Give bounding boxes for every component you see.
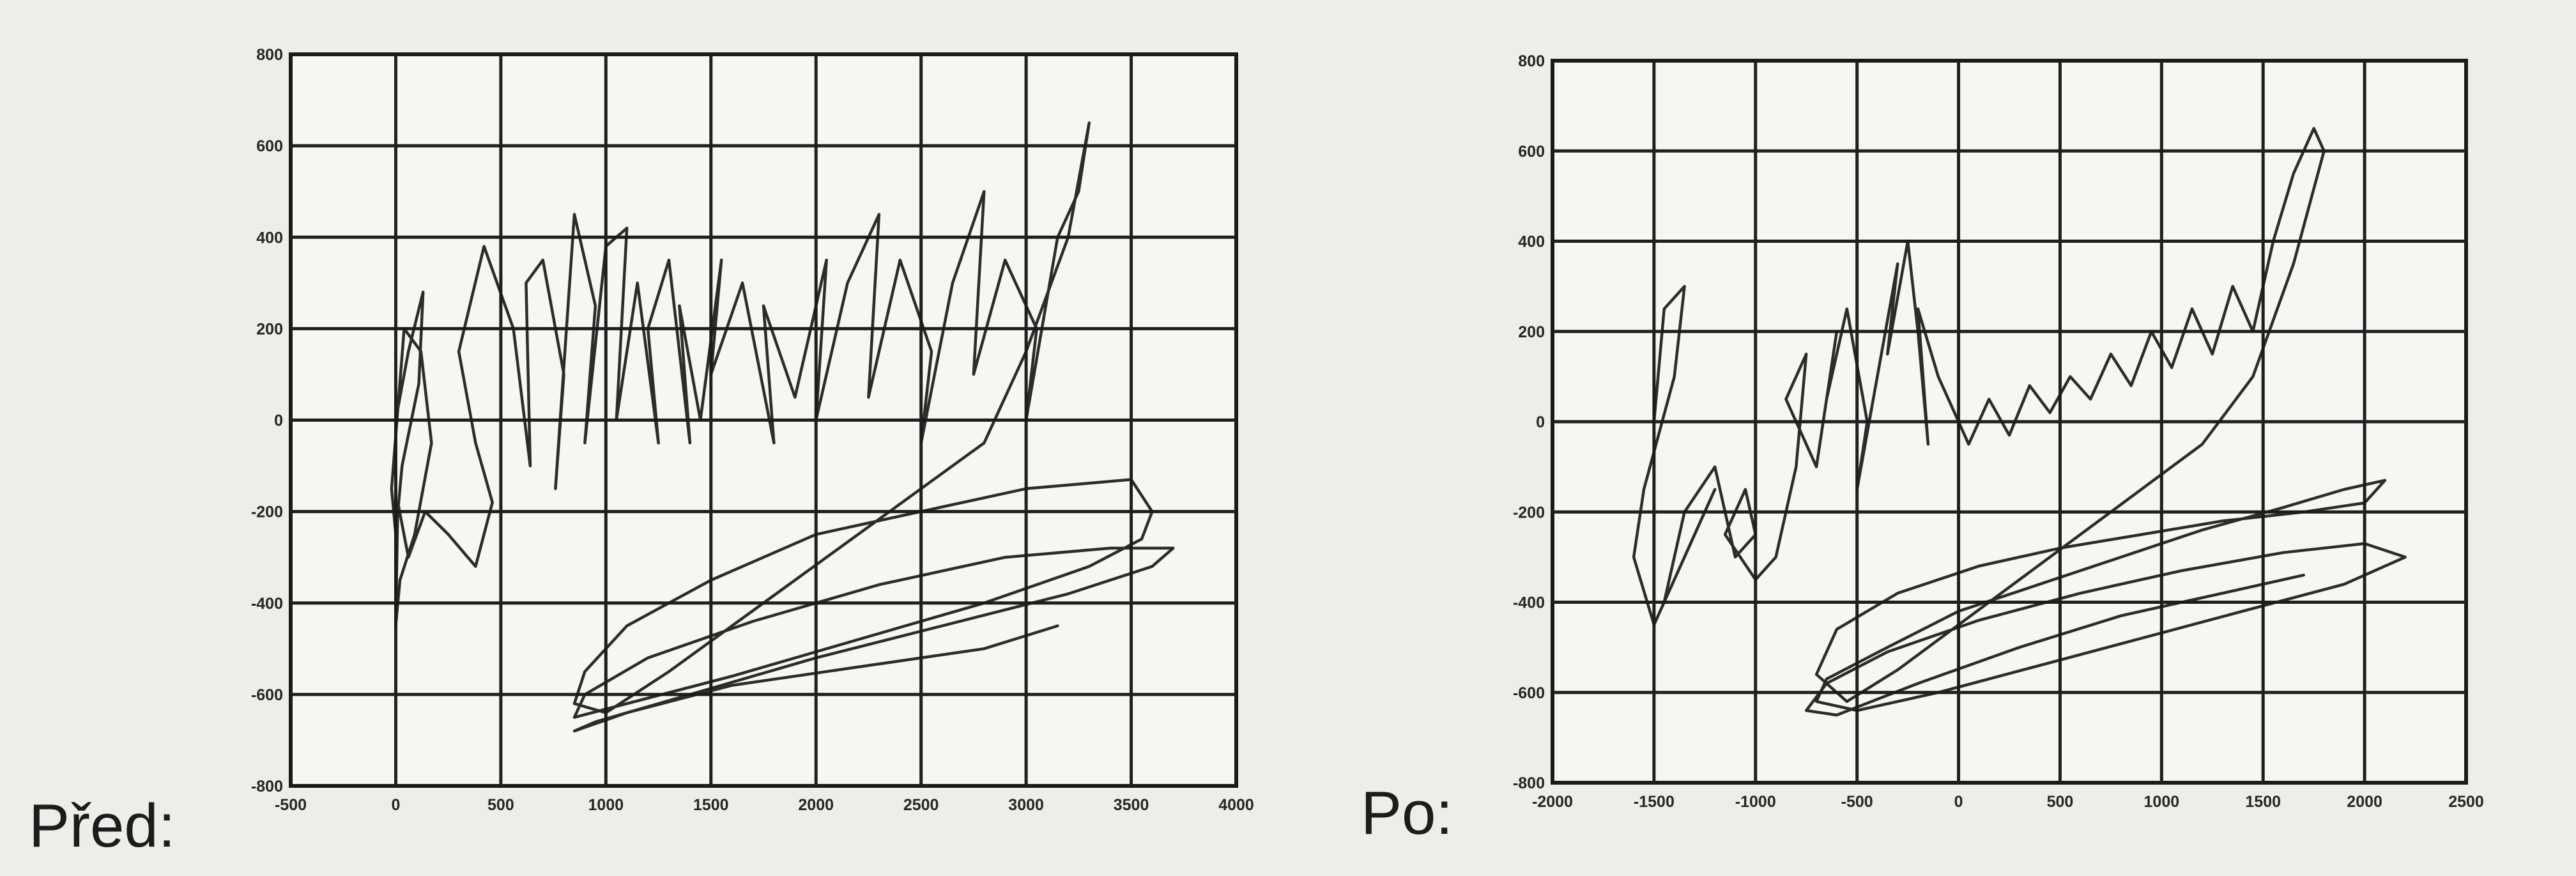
x-tick-label: -1000 (1735, 793, 1776, 811)
y-tick-label: -400 (1513, 594, 1545, 612)
x-tick-label: -2000 (1532, 793, 1573, 811)
trajectory-line (1632, 127, 2407, 717)
y-tick-label: 200 (1518, 323, 1545, 341)
y-tick-label: 600 (1518, 142, 1545, 160)
y-tick-label: -600 (251, 686, 283, 704)
y-tick-label: 600 (256, 137, 283, 155)
x-tick-label: -500 (1841, 793, 1873, 811)
chart-before: -500 0 500 1000 1500 2000 2500 3000 3500 4000-800… (251, 46, 1254, 814)
y-tick-label: 0 (274, 412, 283, 430)
x-tick-label: 3000 (1008, 796, 1044, 814)
x-tick-label: 2500 (903, 796, 939, 814)
chart-after: -2000 -1500 -1000 -500 0 500 1000 1500 2000 2500-… (1513, 52, 2484, 811)
y-tick-label: 200 (256, 320, 283, 338)
x-tick-label: 2000 (798, 796, 834, 814)
x-tick-label: -500 (275, 796, 307, 814)
y-tick-label: 400 (1518, 233, 1545, 251)
x-tick-label: 1500 (2245, 793, 2281, 811)
y-tick-label: 800 (1518, 52, 1545, 70)
x-tick-label: 1000 (2144, 793, 2180, 811)
x-tick-label: 0 (391, 796, 400, 814)
y-tick-label: 400 (256, 229, 283, 247)
y-tick-label: -200 (1513, 503, 1545, 521)
y-tick-label: -800 (251, 778, 283, 795)
y-tick-label: -200 (251, 503, 283, 521)
x-tick-label: 2500 (2448, 793, 2484, 811)
x-tick-label: 500 (487, 796, 514, 814)
y-tick-label: -600 (1513, 684, 1545, 702)
x-tick-label: 2000 (2347, 793, 2382, 811)
y-tick-label: 800 (256, 46, 283, 64)
y-tick-label: -800 (1513, 774, 1545, 792)
trajectory-line (390, 121, 1175, 733)
x-tick-label: 1500 (693, 796, 729, 814)
x-tick-label: -1500 (1634, 793, 1675, 811)
x-tick-label: 4000 (1218, 796, 1254, 814)
label-before: Před: (29, 792, 175, 860)
x-tick-label: 0 (1954, 793, 1963, 811)
x-tick-label: 3500 (1114, 796, 1149, 814)
y-tick-label: 0 (1536, 413, 1545, 431)
x-tick-label: 1000 (588, 796, 624, 814)
y-tick-label: -400 (251, 595, 283, 613)
x-tick-label: 500 (2047, 793, 2074, 811)
label-after: Po: (1361, 779, 1453, 847)
